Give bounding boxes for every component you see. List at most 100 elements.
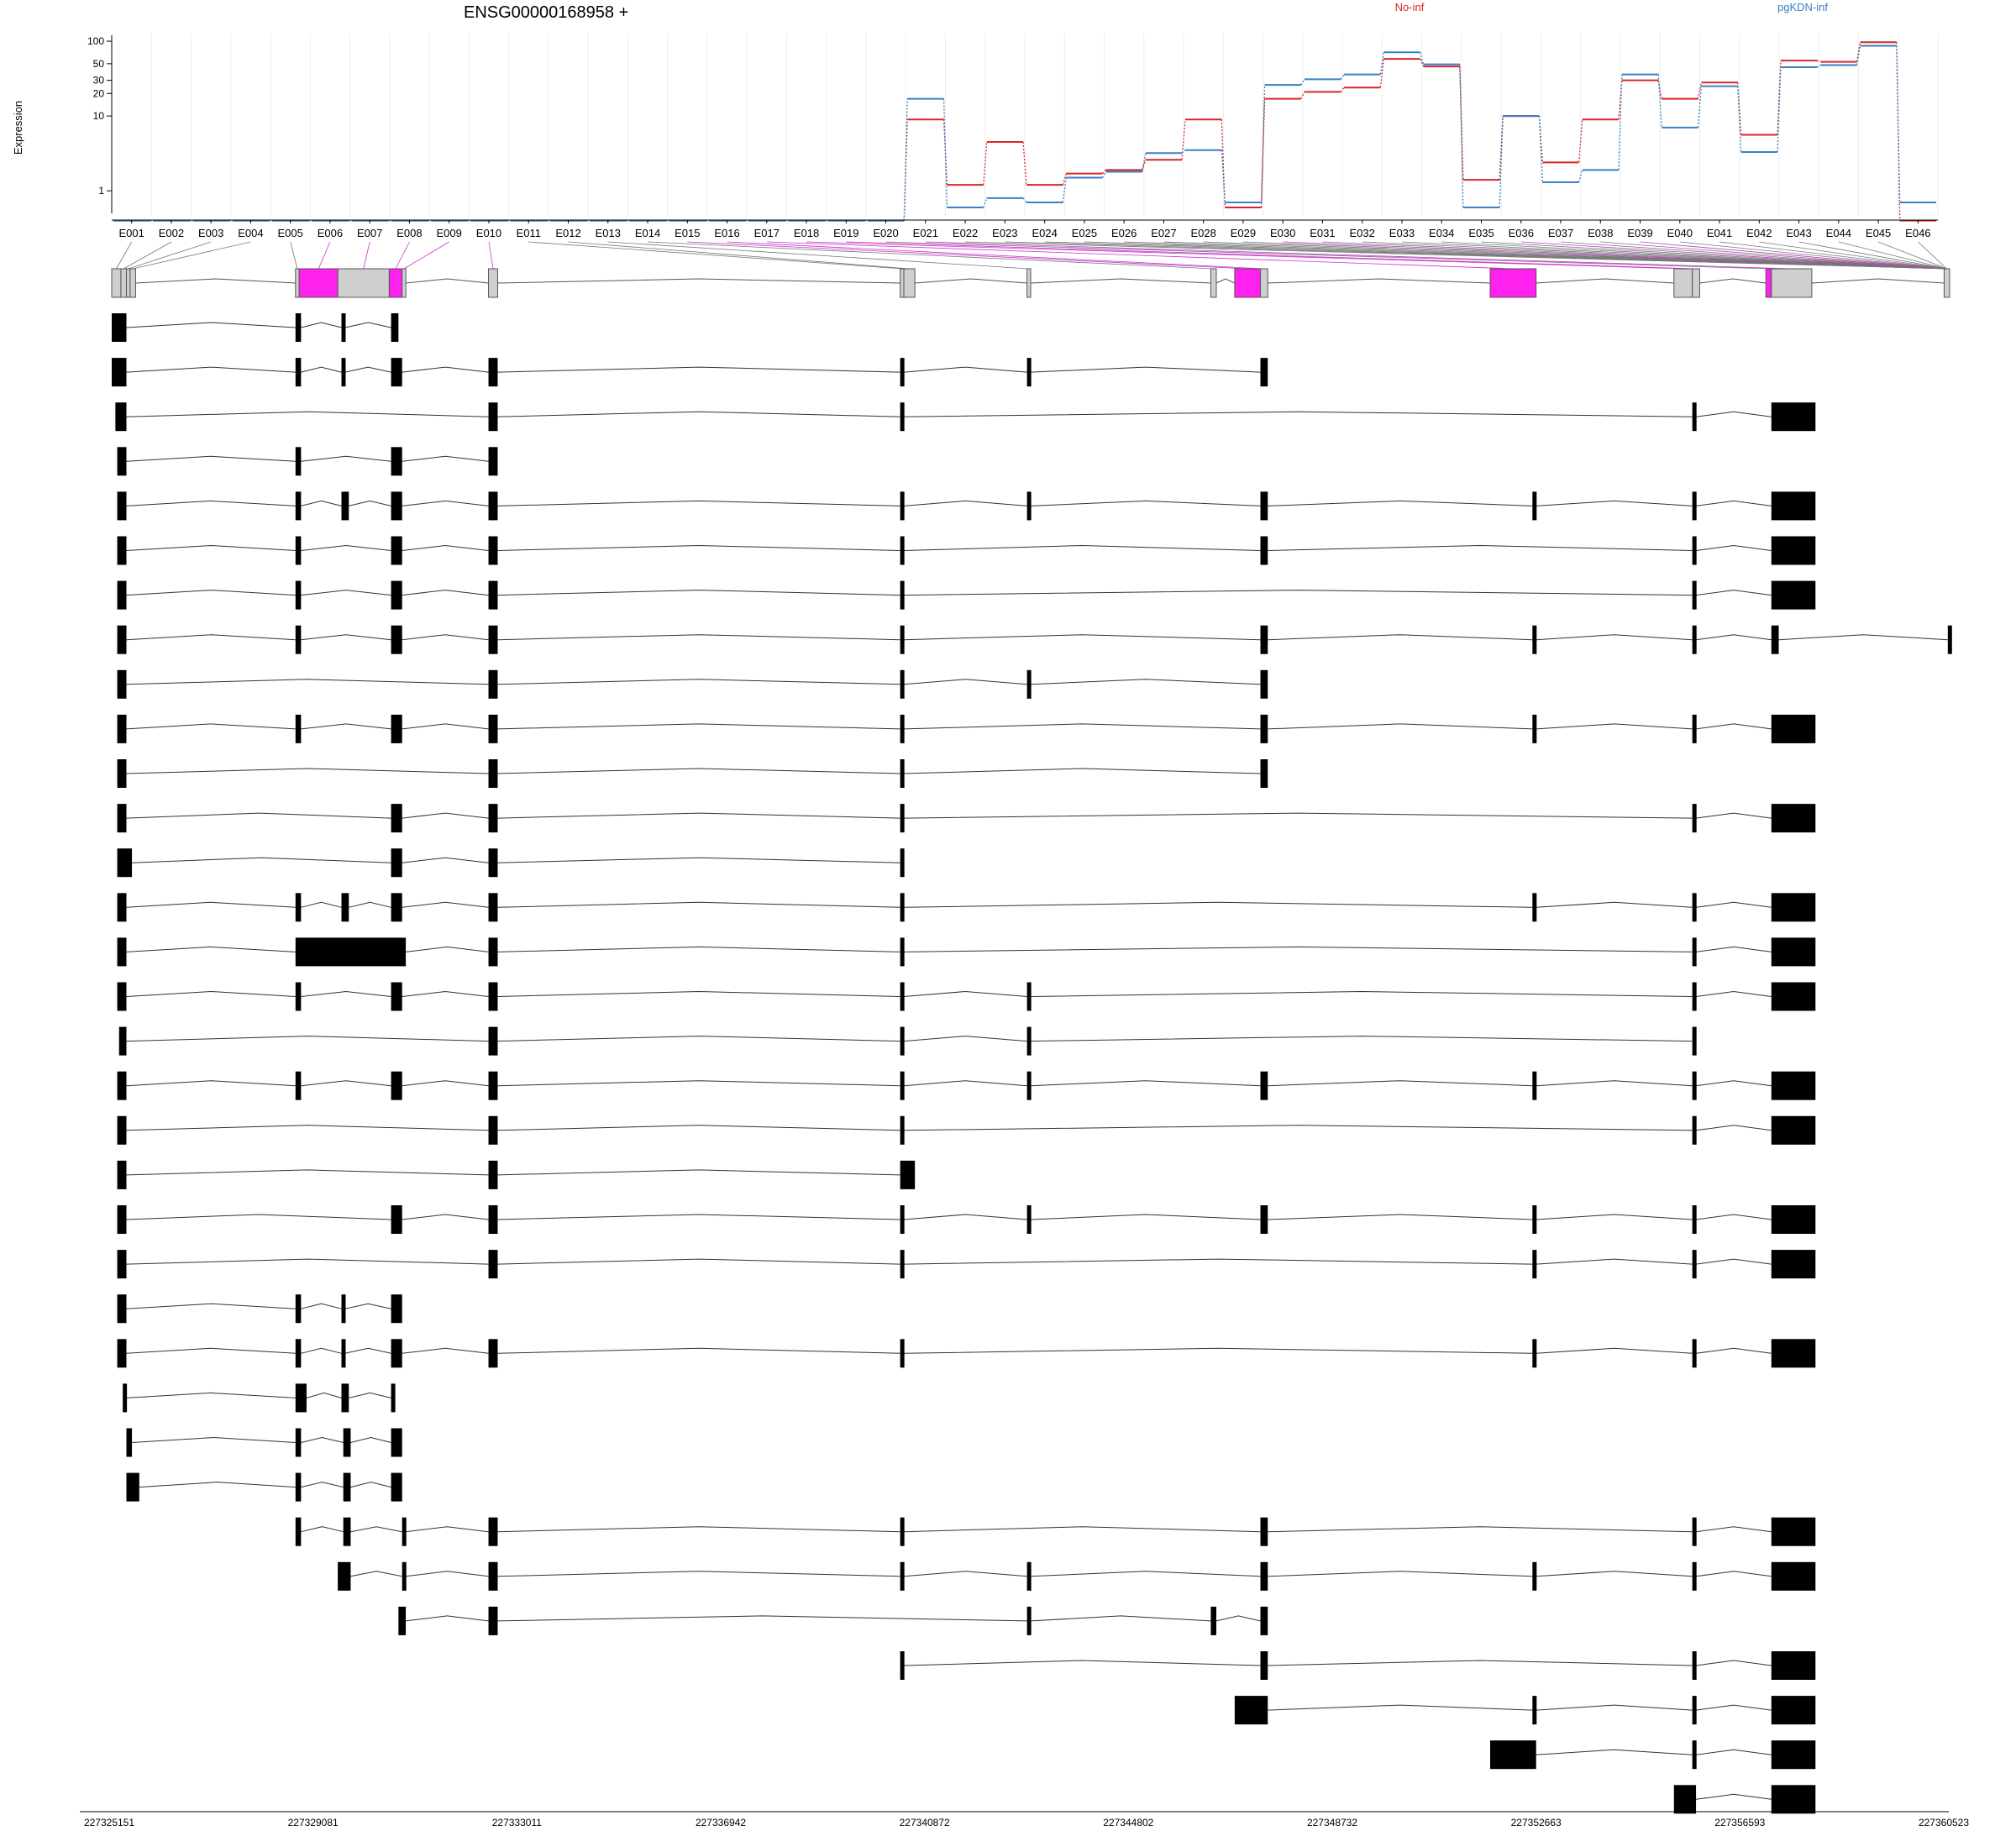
transcript-exon xyxy=(1771,1339,1816,1368)
y-tick-label: 20 xyxy=(93,87,105,99)
transcript-exon xyxy=(900,1561,905,1591)
exon-connector xyxy=(123,241,172,270)
transcript-exon xyxy=(1026,1561,1032,1591)
exon-connector xyxy=(1640,241,1947,270)
transcript-exon xyxy=(900,1339,905,1368)
transcript-exon xyxy=(391,893,402,922)
transcript-intron xyxy=(406,1526,489,1533)
transcript-intron xyxy=(126,1214,391,1220)
transcript-intron xyxy=(126,1080,296,1087)
transcript-exon xyxy=(1673,1785,1697,1814)
series-lines xyxy=(113,41,1936,222)
transcript-exon xyxy=(1771,625,1779,654)
exon-connector xyxy=(1441,241,1947,270)
transcript-intron xyxy=(1778,634,1948,641)
transcript-intron xyxy=(1268,500,1533,506)
transcript-intron xyxy=(402,990,489,997)
transcript-intron xyxy=(903,1214,1027,1220)
transcript-intron xyxy=(1695,990,1772,997)
exon-connector xyxy=(116,241,132,270)
transcript-exon xyxy=(488,1115,498,1145)
transcript-exon xyxy=(118,1026,127,1056)
transcript-intron xyxy=(301,634,391,641)
exon-connector xyxy=(528,241,902,270)
legend-no-inf: No-inf xyxy=(1395,1,1425,13)
transcript-exon xyxy=(488,1205,498,1234)
transcript-exon xyxy=(391,491,402,521)
transcript-exon xyxy=(391,580,402,610)
transcript-exon xyxy=(1771,491,1816,521)
transcript-intron xyxy=(497,1125,900,1131)
x-tick-label: E026 xyxy=(1111,227,1137,239)
transcript-exon xyxy=(1532,1339,1537,1368)
transcript-intron xyxy=(1536,1347,1693,1354)
exon-connector xyxy=(1877,241,1947,270)
y-tick-label: 10 xyxy=(93,110,105,122)
gene-model-intron xyxy=(915,278,1027,284)
transcript-exon xyxy=(341,358,346,387)
transcript-exon xyxy=(117,1115,127,1145)
y-tick-label: 1 xyxy=(98,185,104,197)
transcript-intron xyxy=(1536,634,1693,641)
transcript-exon xyxy=(900,982,905,1011)
gene-model-intron xyxy=(135,278,296,284)
transcript-intron xyxy=(1268,1660,1693,1666)
series-connector-0 xyxy=(1260,98,1266,207)
gene-model-exon xyxy=(1673,268,1693,298)
transcript-exon xyxy=(117,1339,127,1368)
transcript-exon xyxy=(1260,358,1268,387)
transcript-exon xyxy=(1771,893,1816,922)
series-connector-1 xyxy=(1062,177,1067,203)
series-connector-1 xyxy=(1777,66,1782,153)
gene-model xyxy=(111,268,1950,298)
gene-model-exon xyxy=(298,268,339,298)
x-tick-label: E030 xyxy=(1270,227,1295,239)
x-tick-label: E012 xyxy=(555,227,580,239)
transcript-exon xyxy=(1771,982,1816,1011)
x-tick-label: E029 xyxy=(1231,227,1256,239)
transcript-exon xyxy=(391,1428,402,1457)
transcript-intron xyxy=(402,1214,489,1220)
transcript-exon xyxy=(391,848,402,878)
exon-connector xyxy=(403,241,449,270)
x-tick-label: E005 xyxy=(277,227,302,239)
transcript-intron xyxy=(1030,366,1261,373)
transcript-23 xyxy=(117,1294,402,1324)
coord-label: 227360523 xyxy=(1919,1817,1969,1828)
transcript-intron xyxy=(126,544,296,551)
transcript-exon xyxy=(1532,1205,1537,1234)
transcript-intron xyxy=(904,1660,1261,1666)
transcript-intron xyxy=(126,455,296,462)
gene-model-exon xyxy=(1692,268,1700,298)
transcript-exon xyxy=(1771,1205,1816,1234)
transcript-intron xyxy=(1536,1704,1693,1711)
transcript-intron xyxy=(1695,1347,1772,1354)
transcript-exon xyxy=(488,1071,498,1100)
transcript-intron xyxy=(904,1347,1533,1354)
x-tick-label: E004 xyxy=(238,227,263,239)
transcript-29 xyxy=(338,1561,1816,1591)
transcript-intron xyxy=(349,901,391,908)
transcript-exon xyxy=(115,402,127,432)
transcript-exon xyxy=(117,714,127,743)
transcript-intron xyxy=(301,901,342,908)
transcript-exon xyxy=(1490,1740,1536,1770)
transcript-intron xyxy=(1695,1793,1772,1800)
exon-connector xyxy=(885,241,1769,270)
transcript-exon xyxy=(1771,1071,1816,1100)
transcript-intron xyxy=(497,1080,900,1087)
transcript-exon xyxy=(900,491,905,521)
x-tick-label: E003 xyxy=(198,227,223,239)
coord-label: 227329081 xyxy=(288,1817,339,1828)
transcript-exon xyxy=(295,937,407,967)
transcript-exon xyxy=(1692,1740,1697,1770)
transcript-intron xyxy=(1030,990,1693,997)
transcript-intron xyxy=(904,411,1693,417)
transcript-exon xyxy=(391,313,399,342)
x-tick-label: E042 xyxy=(1746,227,1772,239)
transcript-exon xyxy=(1771,1517,1816,1546)
transcript-intron xyxy=(497,1571,900,1577)
transcript-intron xyxy=(350,1526,402,1533)
transcript-exon xyxy=(343,1517,351,1546)
x-tick-label: E027 xyxy=(1151,227,1176,239)
